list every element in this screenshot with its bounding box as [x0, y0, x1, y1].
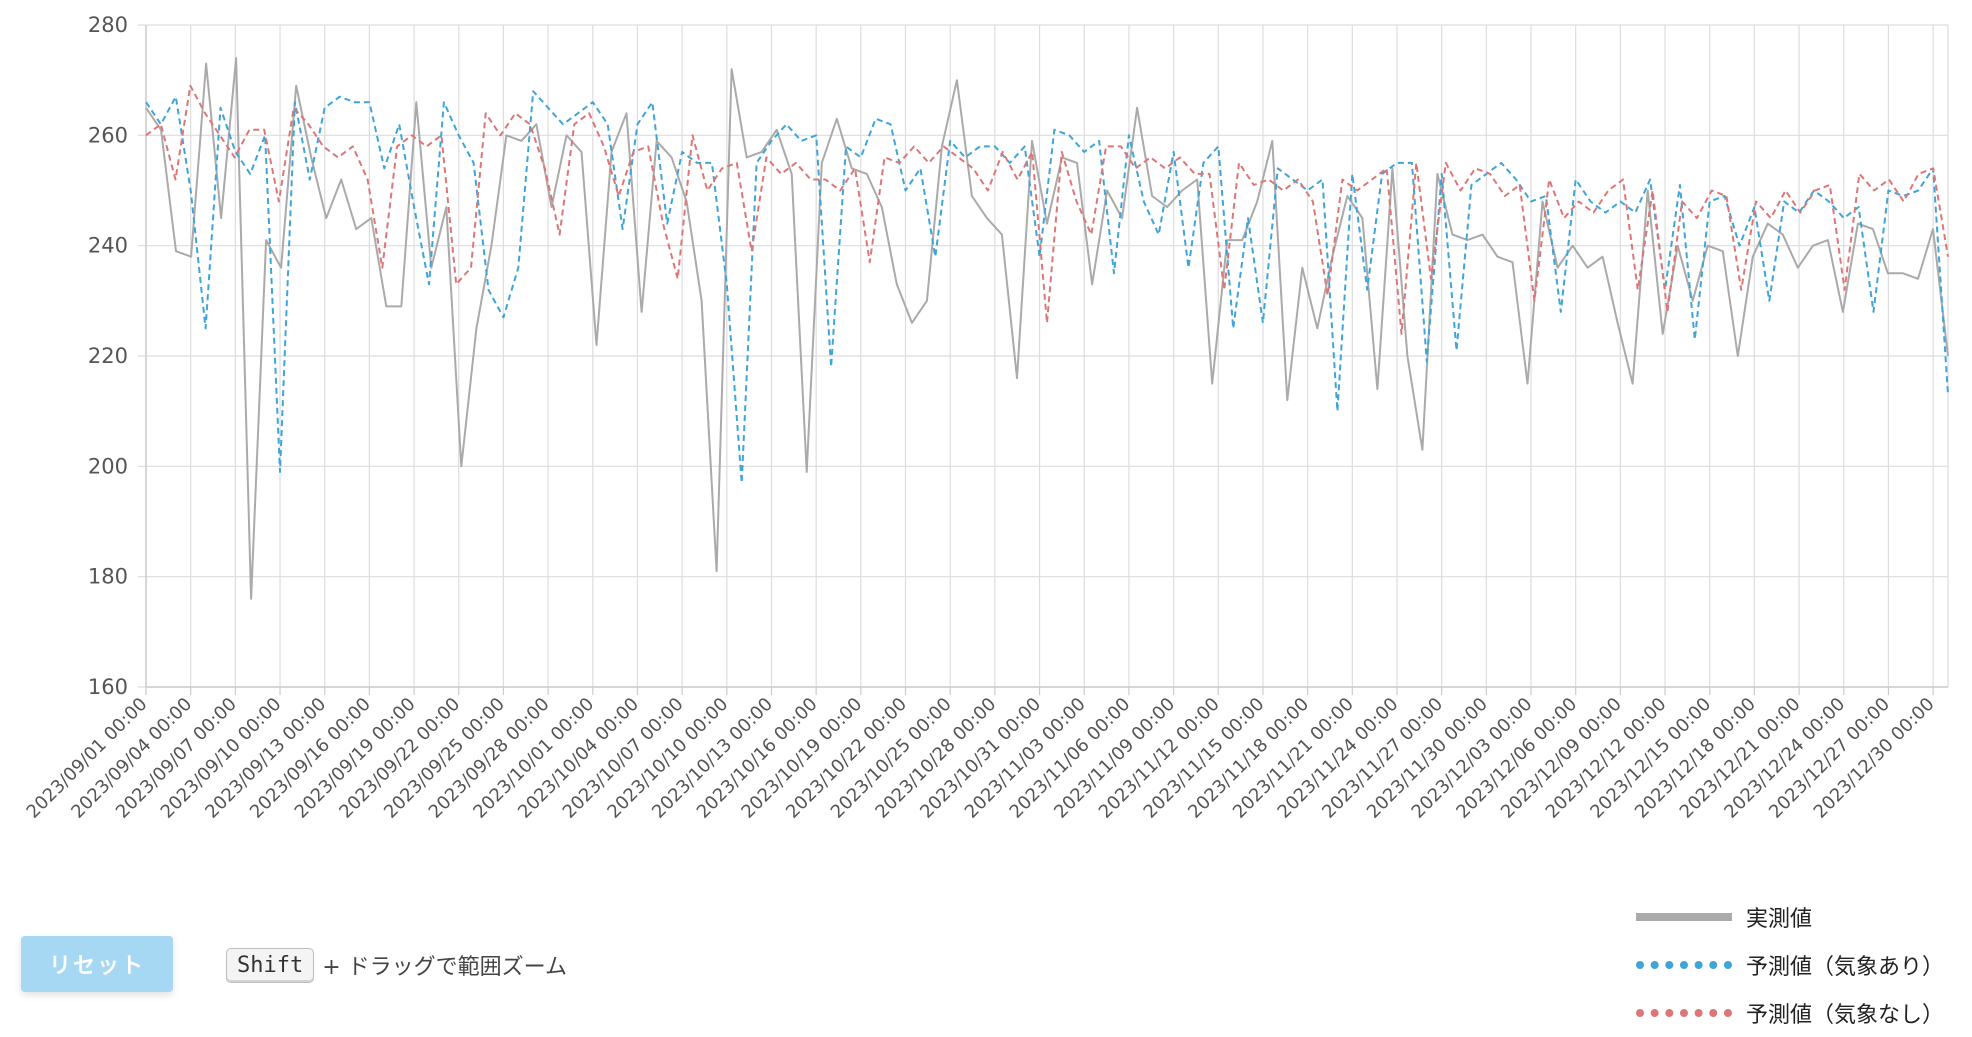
legend-swatch-forecast-noweather [1636, 1009, 1732, 1017]
y-tick-label: 200 [88, 454, 128, 478]
legend-label-forecast-noweather: 予測値（気象なし） [1746, 1003, 1945, 1028]
reset-button[interactable]: リセット [21, 936, 173, 992]
series-line-actual [145, 57, 1949, 600]
legend-item-actual[interactable]: 実測値 [1636, 893, 1944, 941]
chart-legend: 実測値 予測値（気象あり） 予測値（気象なし） [1636, 893, 1944, 1037]
legend-swatch-actual [1636, 913, 1732, 921]
legend-label-forecast-weather: 予測値（気象あり） [1746, 955, 1945, 980]
y-tick-label: 160 [88, 675, 128, 699]
y-tick-label: 180 [88, 565, 128, 589]
zoom-hint: Shift + ドラッグで範囲ズーム [226, 945, 567, 985]
legend-label-actual: 実測値 [1746, 907, 1813, 932]
series-lines [145, 57, 1949, 600]
legend-item-forecast-weather[interactable]: 予測値（気象あり） [1636, 941, 1944, 989]
y-tick-label: 260 [88, 123, 128, 147]
line-chart[interactable]: 160 180 200 220 240 260 280 2023/09/01 00:0020… [0, 0, 1972, 900]
shift-key-badge: Shift [226, 947, 315, 983]
y-axis-ticks: 160 180 200 220 240 260 280 [88, 13, 128, 699]
y-tick-label: 220 [88, 344, 128, 368]
y-tick-label: 240 [88, 234, 128, 258]
series-line-forecast-weather [145, 90, 1949, 484]
zoom-hint-text: + ドラッグで範囲ズーム [322, 955, 568, 980]
chart-grid [138, 24, 1949, 688]
legend-item-forecast-noweather[interactable]: 予測値（気象なし） [1636, 989, 1944, 1037]
legend-swatch-forecast-weather [1636, 961, 1732, 969]
series-line-forecast-noweather [145, 84, 1949, 335]
y-tick-label: 280 [88, 13, 128, 37]
